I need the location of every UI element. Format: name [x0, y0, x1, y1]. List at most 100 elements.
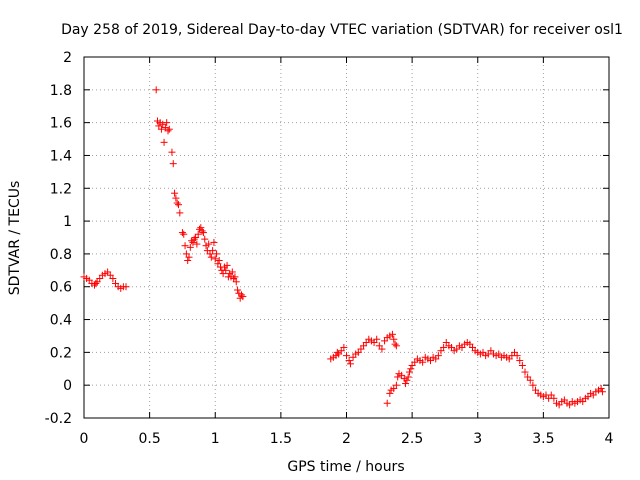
data-point — [402, 380, 410, 388]
y-tick-label: 0.2 — [50, 345, 72, 361]
plot-frame — [83, 56, 610, 419]
data-point — [211, 255, 219, 263]
data-point — [440, 343, 448, 351]
data-point — [184, 256, 192, 264]
data-point — [388, 330, 396, 338]
x-tick-label: 4 — [605, 431, 614, 447]
data-point — [333, 348, 341, 356]
data-point — [526, 376, 534, 384]
data-point — [199, 229, 207, 237]
data-point — [173, 199, 181, 207]
data-point — [228, 268, 236, 276]
data-point — [176, 209, 184, 217]
data-point — [223, 261, 231, 269]
x-tick-label: 2.5 — [401, 431, 423, 447]
y-axis-label: SDTVAR / TECUs — [7, 181, 23, 296]
data-point — [160, 138, 168, 146]
y-tick-label: 2 — [63, 50, 72, 66]
x-tick-label: 1 — [211, 431, 220, 447]
data-point — [598, 388, 606, 396]
data-point — [403, 376, 411, 384]
data-point — [181, 242, 189, 250]
data-point — [378, 345, 386, 353]
y-tick-labels: -0.2 0 0.2 0.4 0.6 0.8 1 1.2 1.4 1.6 1.8 2 — [45, 50, 72, 427]
chart-title: Day 258 of 2019, Sidereal Day-to-day VTE… — [61, 22, 623, 38]
data-point — [394, 373, 402, 381]
data-point — [197, 224, 205, 232]
x-tick-labels: 0 0.5 1 1.5 2 2.5 3 3.5 4 — [80, 431, 614, 447]
data-point — [513, 352, 521, 360]
data-point — [392, 381, 400, 389]
x-tick-label: 3.5 — [532, 431, 554, 447]
data-point — [340, 343, 348, 351]
y-tick-label: 1.4 — [50, 148, 72, 164]
data-point — [165, 125, 173, 133]
data-point — [164, 127, 172, 135]
data-points — [80, 86, 606, 409]
data-point — [193, 240, 201, 248]
data-point — [209, 247, 217, 255]
data-point — [234, 286, 242, 294]
data-point — [434, 352, 442, 360]
data-point — [550, 394, 558, 402]
data-point — [190, 235, 198, 243]
data-point — [198, 227, 206, 235]
x-tick-label: 3 — [473, 431, 482, 447]
data-point — [205, 240, 213, 248]
data-point — [171, 189, 179, 197]
data-point — [175, 201, 182, 209]
data-point — [232, 278, 240, 286]
data-point — [346, 360, 354, 368]
y-tick-label: 1.8 — [50, 83, 72, 99]
data-point — [186, 243, 194, 251]
data-point — [168, 148, 176, 156]
data-point — [152, 86, 160, 94]
data-point — [172, 194, 180, 202]
data-point — [122, 283, 130, 291]
data-point — [521, 368, 529, 376]
data-point — [406, 368, 413, 376]
data-point — [238, 291, 245, 299]
data-point — [343, 352, 350, 360]
y-tick-label: 0.4 — [50, 313, 72, 329]
x-tick-label: 2 — [342, 431, 351, 447]
data-point — [180, 230, 188, 238]
data-point — [169, 160, 177, 168]
y-tick-label: 0.8 — [50, 247, 72, 263]
data-point — [383, 399, 391, 407]
data-point — [207, 253, 215, 261]
data-point — [407, 365, 415, 373]
data-point — [392, 342, 400, 350]
data-point — [390, 335, 398, 343]
data-point — [404, 373, 412, 381]
data-point — [386, 389, 394, 397]
x-tick-label: 0.5 — [138, 431, 160, 447]
y-tick-label: 0 — [63, 378, 72, 394]
data-point — [222, 266, 230, 274]
data-point — [215, 256, 223, 264]
data-point — [210, 238, 218, 246]
y-tick-label: 0.6 — [50, 280, 72, 296]
y-tick-label: 1.6 — [50, 116, 72, 132]
data-point — [109, 275, 117, 283]
data-point — [163, 119, 171, 127]
data-point — [391, 340, 399, 348]
data-point — [529, 381, 537, 389]
x-axis-label: GPS time / hours — [287, 459, 404, 475]
data-point — [518, 361, 526, 369]
grid-lines — [84, 57, 609, 418]
data-point — [189, 238, 197, 246]
y-tick-label: 1 — [63, 214, 72, 230]
data-point — [157, 125, 165, 133]
x-tick-label: 0 — [80, 431, 89, 447]
data-point — [345, 357, 353, 365]
data-point — [516, 357, 524, 365]
data-point — [597, 384, 605, 392]
data-point — [373, 335, 381, 343]
data-point — [185, 253, 193, 261]
data-point — [178, 229, 186, 237]
y-tick-label: -0.2 — [45, 411, 72, 427]
data-point — [239, 293, 247, 301]
data-point — [201, 235, 209, 243]
